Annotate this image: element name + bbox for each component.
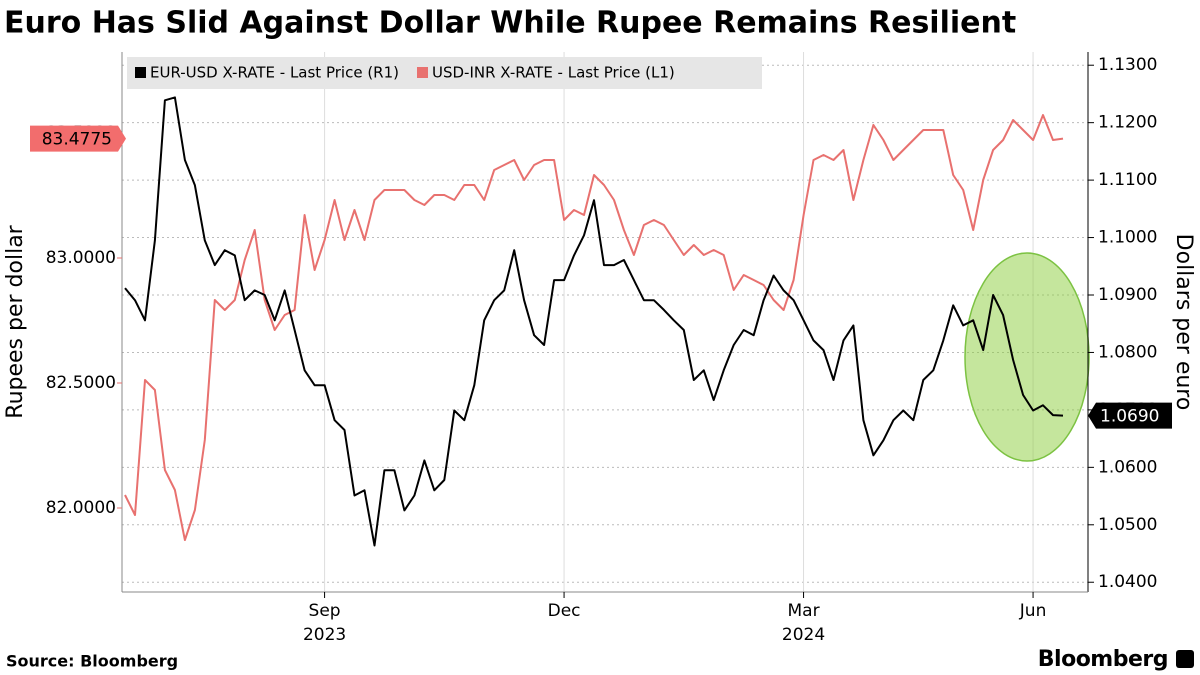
x-group-label: 2023 [303, 625, 346, 645]
brand-icon [1176, 650, 1194, 668]
x-tick-label: Dec [548, 601, 581, 621]
y-tick-label: 82.5000 [46, 373, 116, 393]
y2-tick-label: 1.0800 [1098, 342, 1157, 362]
last-value-tag [30, 125, 126, 152]
y-axis-label: Rupees per dollar [3, 224, 28, 418]
legend-label: EUR-USD X-RATE - Last Price (R1) [150, 64, 399, 82]
source: Source: Bloomberg [6, 652, 178, 671]
y2-tick-label: 1.1000 [1098, 228, 1157, 248]
x-group-label: 2024 [782, 625, 825, 645]
y2-tick-label: 1.1100 [1098, 170, 1157, 190]
y2-tick-label: 1.0400 [1098, 572, 1157, 592]
highlight-ellipse [964, 252, 1090, 462]
x-tick-label: Mar [788, 601, 820, 621]
legend-items: EUR-USD X-RATE - Last Price (R1) USD-INR … [135, 64, 675, 82]
last-value-label: 83.4775 [42, 130, 112, 150]
axis-labels: 1.04001.05001.06001.07001.08001.09001.10… [30, 55, 1172, 645]
line [124, 96, 1064, 547]
legend [127, 57, 762, 89]
y-tick-label: 82.0000 [46, 498, 116, 518]
chart-title: Euro Has Slid Against Dollar While Rupee… [4, 6, 1016, 41]
y-tick-label: 83.0000 [46, 248, 116, 268]
plot [124, 96, 1064, 547]
last-value-tag [1088, 402, 1172, 429]
y2-tick-label: 1.0900 [1098, 285, 1157, 305]
y2-axis-label: Dollars per euro [1171, 234, 1196, 411]
line [124, 114, 1064, 541]
y2-tick-label: 1.0600 [1098, 457, 1157, 477]
brand: Bloomberg [1038, 647, 1168, 672]
y2-tick-label: 1.1300 [1098, 55, 1157, 75]
y2-tick-label: 1.0500 [1098, 515, 1157, 535]
last-value-label: 1.0690 [1100, 407, 1159, 427]
x-tick-label: Sep [309, 601, 341, 621]
legend-swatch [417, 67, 428, 78]
legend-swatch [135, 67, 146, 78]
y2-tick-label: 1.1200 [1098, 113, 1157, 133]
legend-label: USD-INR X-RATE - Last Price (L1) [432, 64, 675, 82]
x-tick-label: Jun [1019, 601, 1047, 621]
